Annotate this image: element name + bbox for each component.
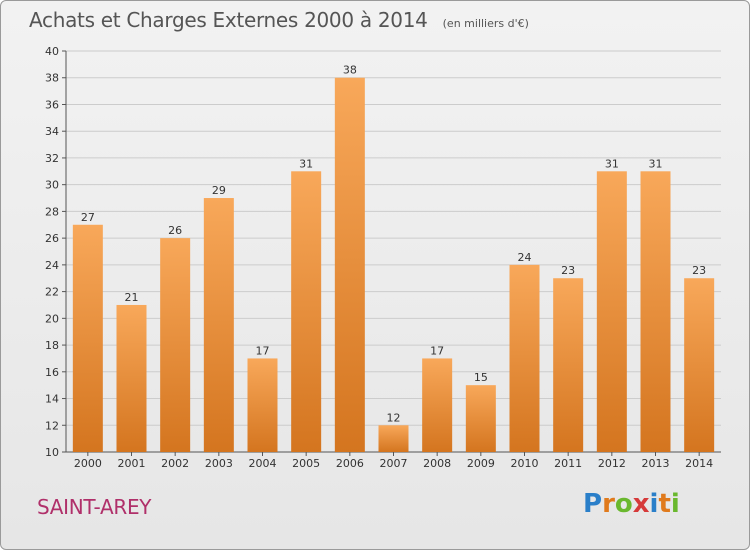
- x-tick-label: 2002: [161, 457, 189, 470]
- x-tick-label: 2010: [511, 457, 539, 470]
- logo-letter: o: [614, 489, 633, 519]
- x-tick-label: 2008: [423, 457, 451, 470]
- y-tick-label: 28: [45, 205, 59, 218]
- x-tick-label: 2013: [642, 457, 670, 470]
- chart-title: Achats et Charges Externes 2000 à 2014: [29, 8, 428, 32]
- bar: [291, 171, 322, 453]
- chart-subtitle: (en milliers d'€): [442, 17, 529, 30]
- y-tick-label: 10: [45, 446, 59, 459]
- bar: [247, 358, 278, 452]
- x-tick-label: 2004: [249, 457, 277, 470]
- data-label: 24: [518, 251, 532, 264]
- data-label: 38: [343, 64, 357, 77]
- data-label: 27: [81, 211, 95, 224]
- data-label: 21: [125, 291, 139, 304]
- x-tick-label: 2012: [598, 457, 626, 470]
- data-label: 29: [212, 184, 226, 197]
- bar: [509, 264, 540, 452]
- logo-letter: r: [602, 489, 615, 519]
- bar: [640, 171, 671, 453]
- proxiti-logo: Proxiti: [583, 489, 680, 519]
- data-label: 23: [561, 264, 575, 277]
- bar: [378, 425, 409, 452]
- bar: [465, 385, 496, 452]
- data-label: 26: [168, 224, 182, 237]
- y-tick-label: 34: [45, 125, 59, 138]
- x-tick-label: 2014: [685, 457, 713, 470]
- x-tick-label: 2003: [205, 457, 233, 470]
- y-tick-label: 40: [45, 45, 59, 58]
- bar: [116, 304, 147, 452]
- y-tick-label: 24: [45, 259, 59, 272]
- bar: [684, 278, 715, 452]
- x-tick-label: 2011: [554, 457, 582, 470]
- y-tick-label: 16: [45, 366, 59, 379]
- y-tick-label: 14: [45, 393, 59, 406]
- logo-letter: i: [670, 489, 680, 519]
- y-tick-label: 26: [45, 232, 59, 245]
- data-label: 31: [605, 157, 619, 170]
- chart-title-block: Achats et Charges Externes 2000 à 2014 (…: [29, 8, 529, 32]
- data-label: 23: [692, 264, 706, 277]
- y-tick-label: 12: [45, 419, 59, 432]
- data-label: 17: [256, 344, 270, 357]
- bar: [160, 238, 191, 452]
- data-label: 15: [474, 371, 488, 384]
- y-tick-label: 30: [45, 179, 59, 192]
- y-tick-label: 18: [45, 339, 59, 352]
- x-tick-label: 2006: [336, 457, 364, 470]
- x-tick-label: 2009: [467, 457, 495, 470]
- x-tick-label: 2001: [118, 457, 146, 470]
- y-tick-label: 32: [45, 152, 59, 165]
- city-name: SAINT-AREY: [37, 495, 152, 519]
- x-tick-label: 2005: [292, 457, 320, 470]
- logo-letter: P: [583, 489, 603, 519]
- logo-letter: x: [632, 489, 650, 519]
- data-label: 12: [387, 411, 401, 424]
- y-tick-label: 38: [45, 72, 59, 85]
- bar: [422, 358, 453, 452]
- y-tick-label: 22: [45, 286, 59, 299]
- y-tick-label: 36: [45, 98, 59, 111]
- bar: [553, 278, 584, 452]
- logo-letter: t: [658, 489, 671, 519]
- bars: [72, 77, 715, 453]
- bar: [334, 77, 365, 452]
- y-tick-label: 20: [45, 312, 59, 325]
- data-label: 31: [649, 157, 663, 170]
- data-label: 17: [430, 344, 444, 357]
- x-tick-label: 2007: [380, 457, 408, 470]
- data-label: 31: [299, 157, 313, 170]
- logo-letter: i: [649, 489, 659, 519]
- labels: 27 2000 21 2001 26 2002 29 2003 17 2004 31 2005 38 20…: [74, 64, 713, 470]
- bar: [203, 198, 234, 452]
- bar: [72, 224, 103, 452]
- bar: [596, 171, 627, 453]
- x-tick-label: 2000: [74, 457, 102, 470]
